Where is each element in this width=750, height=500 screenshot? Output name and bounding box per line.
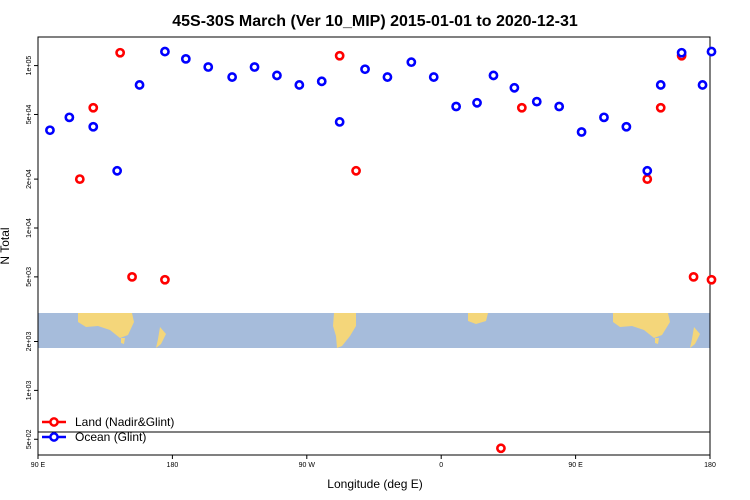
ocean-point bbox=[472, 97, 482, 108]
data-points bbox=[45, 46, 717, 454]
land-point bbox=[88, 102, 99, 113]
y-axis: 5e+02 1e+03 2e+03 5e+03 1e+04 2e+04 5e+04 1e+05 bbox=[26, 56, 38, 449]
ocean-point bbox=[203, 62, 214, 72]
legend-land-label: Land (Nadir&Glint) bbox=[75, 415, 174, 429]
ocean-point bbox=[554, 101, 565, 112]
ocean-point bbox=[334, 117, 345, 127]
ocean-point bbox=[112, 165, 123, 176]
y-tick-label: 1e+03 bbox=[26, 380, 33, 400]
map-land-shape bbox=[156, 327, 166, 348]
legend: Land (Nadir&Glint) Ocean (Glint) bbox=[38, 415, 710, 444]
land-point bbox=[655, 102, 666, 113]
chart-title: 45S-30S March (Ver 10_MIP) 2015-01-01 to… bbox=[172, 13, 578, 30]
land-point bbox=[127, 271, 137, 282]
ocean-point bbox=[360, 64, 370, 75]
map-land-shape bbox=[613, 313, 670, 338]
map-land-shape bbox=[333, 313, 356, 348]
ocean-point bbox=[676, 47, 687, 58]
y-tick-label: 5e+03 bbox=[26, 267, 33, 287]
ocean-point bbox=[382, 72, 393, 82]
ocean-point bbox=[697, 80, 708, 90]
ocean-point bbox=[64, 112, 75, 123]
plot-frame bbox=[37, 36, 711, 456]
land-point bbox=[642, 174, 653, 185]
legend-ocean-label: Ocean (Glint) bbox=[75, 430, 146, 444]
ocean-point bbox=[316, 76, 327, 87]
ocean-point bbox=[488, 70, 499, 81]
ocean-point bbox=[180, 53, 191, 64]
y-tick-label: 1e+05 bbox=[26, 56, 33, 76]
ocean-point bbox=[509, 82, 520, 93]
x-tick-label: 90 W bbox=[299, 462, 316, 469]
ocean-point bbox=[249, 62, 260, 72]
x-tick-label: 180 bbox=[167, 462, 179, 469]
y-axis-label: N Total bbox=[0, 227, 12, 264]
ocean-point bbox=[227, 72, 238, 82]
ocean-point bbox=[531, 96, 542, 107]
y-tick-label: 1e+04 bbox=[26, 218, 33, 238]
ocean-point bbox=[428, 72, 439, 82]
map-land-shape bbox=[655, 338, 659, 344]
ocean-point bbox=[88, 121, 99, 132]
land-point bbox=[706, 274, 717, 285]
land-point bbox=[516, 102, 527, 113]
legend-land-marker bbox=[49, 417, 59, 427]
legend-ocean-marker bbox=[49, 432, 59, 442]
map-land-shape bbox=[690, 327, 700, 348]
ocean-point bbox=[160, 46, 170, 57]
x-axis: 90 E 180 90 W 0 90 E 180 bbox=[31, 455, 716, 469]
land-point bbox=[688, 271, 699, 282]
world-map-strip bbox=[38, 313, 710, 348]
ocean-point bbox=[599, 112, 609, 123]
map-land-shape bbox=[78, 313, 134, 338]
ocean-point bbox=[642, 165, 653, 176]
land-point bbox=[160, 274, 170, 285]
ocean-point bbox=[134, 80, 145, 90]
ocean-point bbox=[406, 57, 417, 68]
ocean-point bbox=[294, 80, 305, 90]
x-tick-label: 0 bbox=[439, 462, 443, 469]
map-land-shape bbox=[468, 313, 488, 324]
ocean-point bbox=[451, 101, 462, 112]
x-tick-label: 90 E bbox=[31, 462, 46, 469]
ocean-point bbox=[272, 70, 282, 81]
y-tick-label: 5e+04 bbox=[26, 105, 33, 125]
ocean-point bbox=[45, 125, 55, 136]
land-point bbox=[74, 174, 85, 185]
land-point bbox=[334, 50, 345, 61]
map-land-shape bbox=[121, 338, 125, 344]
ocean-point bbox=[655, 80, 666, 90]
x-tick-label: 90 E bbox=[568, 462, 583, 469]
map-ocean bbox=[38, 313, 710, 348]
x-tick-label: 180 bbox=[704, 462, 716, 469]
land-point bbox=[496, 443, 506, 454]
ocean-point bbox=[706, 46, 717, 57]
land-point bbox=[351, 165, 361, 176]
ocean-point bbox=[621, 121, 632, 132]
y-tick-label: 2e+04 bbox=[26, 169, 33, 189]
y-tick-label: 2e+03 bbox=[26, 332, 33, 352]
land-point bbox=[115, 47, 126, 58]
x-axis-label: Longitude (deg E) bbox=[327, 477, 422, 491]
y-tick-label: 5e+02 bbox=[26, 429, 33, 449]
ocean-point bbox=[576, 127, 587, 137]
